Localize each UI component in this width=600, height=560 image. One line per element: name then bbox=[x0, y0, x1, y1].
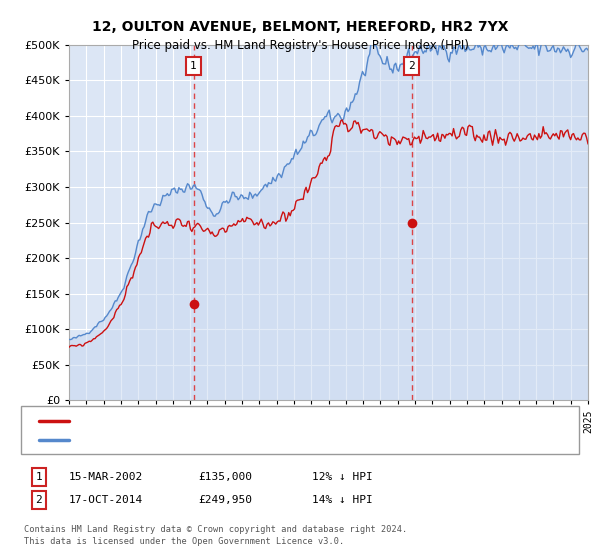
Text: 12, OULTON AVENUE, BELMONT, HEREFORD, HR2 7YX (detached house): 12, OULTON AVENUE, BELMONT, HEREFORD, HR… bbox=[75, 416, 447, 426]
Text: £135,000: £135,000 bbox=[198, 472, 252, 482]
Text: 2: 2 bbox=[35, 495, 43, 505]
Text: 17-OCT-2014: 17-OCT-2014 bbox=[69, 495, 143, 505]
Text: 2: 2 bbox=[408, 61, 415, 71]
Text: Price paid vs. HM Land Registry's House Price Index (HPI): Price paid vs. HM Land Registry's House … bbox=[131, 39, 469, 52]
Text: 1: 1 bbox=[190, 61, 197, 71]
Text: 12, OULTON AVENUE, BELMONT, HEREFORD, HR2 7YX: 12, OULTON AVENUE, BELMONT, HEREFORD, HR… bbox=[92, 20, 508, 34]
Text: 15-MAR-2002: 15-MAR-2002 bbox=[69, 472, 143, 482]
Text: Contains HM Land Registry data © Crown copyright and database right 2024.
This d: Contains HM Land Registry data © Crown c… bbox=[24, 525, 407, 546]
Text: HPI: Average price, detached house, Herefordshire: HPI: Average price, detached house, Here… bbox=[75, 435, 369, 445]
Text: 14% ↓ HPI: 14% ↓ HPI bbox=[312, 495, 373, 505]
Text: 12% ↓ HPI: 12% ↓ HPI bbox=[312, 472, 373, 482]
Text: £249,950: £249,950 bbox=[198, 495, 252, 505]
Text: 1: 1 bbox=[35, 472, 43, 482]
